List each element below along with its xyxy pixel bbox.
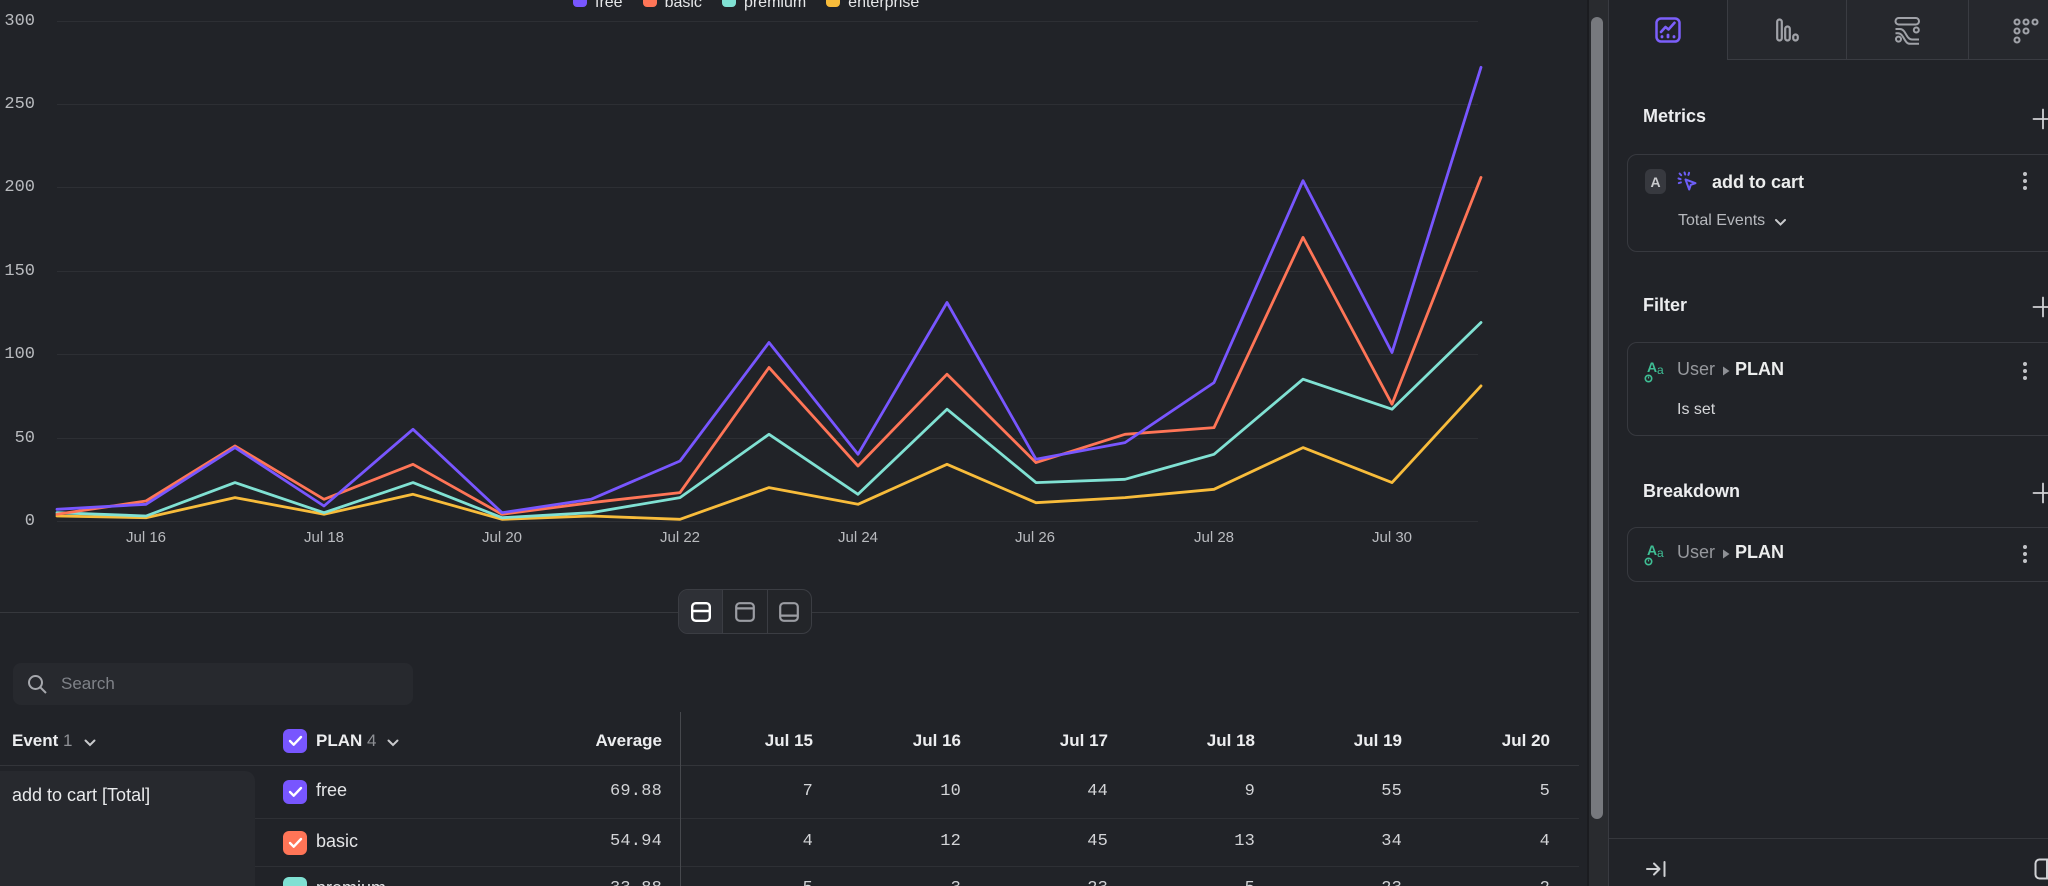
svg-text:a: a (1657, 546, 1664, 560)
svg-text:a: a (1657, 363, 1664, 377)
svg-text:A: A (1647, 542, 1657, 558)
svg-text:A: A (1647, 359, 1657, 375)
